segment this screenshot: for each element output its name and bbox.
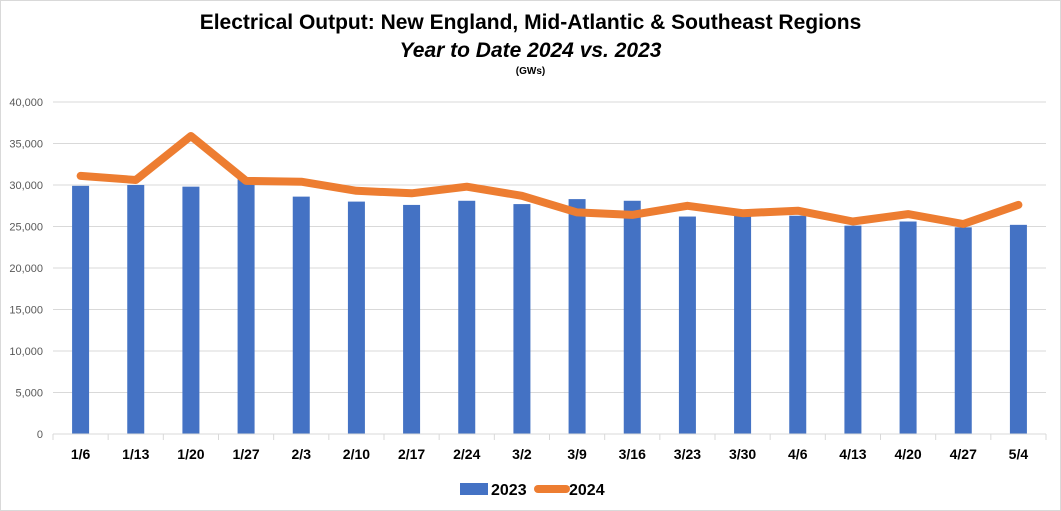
x-tick-label: 2/17 <box>398 446 425 462</box>
bar-2023-3-23 <box>678 216 696 434</box>
x-tick-label: 1/13 <box>122 446 149 462</box>
bar-2023-3-16 <box>623 200 641 434</box>
y-tick-label: 5,000 <box>15 388 43 400</box>
bar-2023-2-10 <box>347 201 365 434</box>
x-tick-label: 4/6 <box>788 446 808 462</box>
chart-unit-label: (GWs) <box>515 66 546 77</box>
bar-2023-4-6 <box>789 215 807 434</box>
x-tick-label: 3/9 <box>567 446 587 462</box>
chart-subtitle: Year to Date 2024 vs. 2023 <box>399 39 662 62</box>
x-tick-label: 1/27 <box>232 446 259 462</box>
x-tick-label: 4/13 <box>839 446 866 462</box>
bar-2023-1-20 <box>182 186 200 434</box>
line-series-2024 <box>76 132 1023 228</box>
x-tick-label: 3/30 <box>729 446 756 462</box>
bar-2023-4-20 <box>899 221 917 434</box>
legend-label-2024: 2024 <box>569 482 605 499</box>
chart-title-block: Electrical Output: New England, Mid-Atla… <box>1 9 1060 79</box>
x-tick-label: 2/24 <box>453 446 480 462</box>
bar-2023-1-13 <box>127 185 145 434</box>
y-tick-label: 25,000 <box>9 222 43 234</box>
bar-2023-3-2 <box>513 204 531 434</box>
bar-2023-3-30 <box>734 215 752 434</box>
legend-label-2023: 2023 <box>491 482 527 499</box>
bar-2023-2-17 <box>403 204 421 434</box>
x-tick-label: 3/16 <box>619 446 646 462</box>
x-tick-label: 1/6 <box>71 446 91 462</box>
y-tick-label: 35,000 <box>9 139 43 151</box>
bar-2023-5-4 <box>1009 224 1027 434</box>
bar-2023-3-9 <box>568 199 586 434</box>
x-tick-label: 5/4 <box>1009 446 1029 462</box>
x-tick-label: 1/20 <box>177 446 204 462</box>
legend-swatch-2023 <box>460 483 488 495</box>
x-tick-label: 2/10 <box>343 446 370 462</box>
bar-2023-4-13 <box>844 225 862 434</box>
bar-2023-2-3 <box>292 196 310 434</box>
legend: 2023 2024 <box>460 482 605 499</box>
y-gridlines <box>53 101 1046 435</box>
x-tick-label: 3/2 <box>512 446 532 462</box>
bar-2023-2-24 <box>458 200 476 434</box>
x-tick-label: 4/27 <box>950 446 977 462</box>
x-tick-label: 4/20 <box>894 446 921 462</box>
y-tick-label: 10,000 <box>9 346 43 358</box>
y-tick-label: 40,000 <box>9 97 43 109</box>
y-tick-label: 0 <box>37 429 43 441</box>
x-tick-label: 3/23 <box>674 446 701 462</box>
chart-title: Electrical Output: New England, Mid-Atla… <box>199 11 862 34</box>
bar-2023-1-6 <box>72 185 90 434</box>
y-tick-label: 15,000 <box>9 305 43 317</box>
y-tick-label: 30,000 <box>9 180 43 192</box>
y-tick-label: 20,000 <box>9 263 43 275</box>
x-tick-label: 2/3 <box>292 446 312 462</box>
bar-2023-1-27 <box>237 179 255 434</box>
bar-2023-4-27 <box>954 227 972 434</box>
